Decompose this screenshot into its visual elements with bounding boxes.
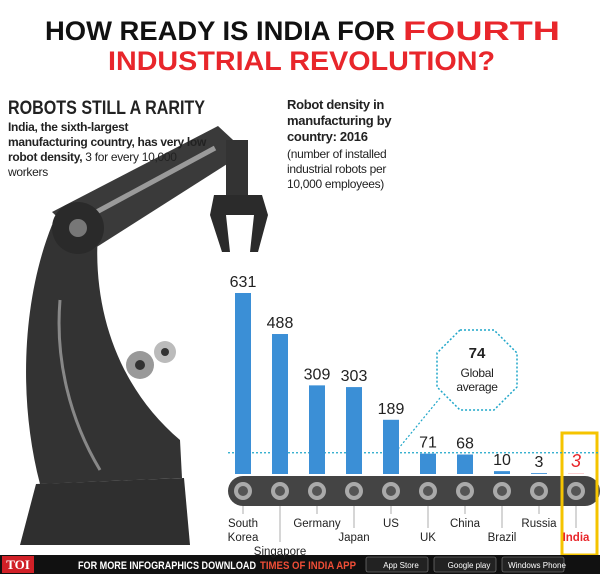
store-badge [433, 556, 497, 573]
title-black: HOW READY IS INDIA FOR [45, 16, 395, 46]
bar [309, 385, 325, 474]
roller-hub [386, 486, 396, 496]
value-label: 68 [456, 435, 474, 452]
roller-hub [349, 486, 359, 496]
sidebar-normal: 3 for every 10,000 workers [8, 150, 177, 179]
value-label: 3 [535, 454, 544, 471]
x-tick-label: Brazil [487, 532, 517, 544]
x-tick-label: US [383, 518, 399, 530]
footer-brand: TOI [6, 557, 30, 572]
roller-hub [534, 486, 544, 496]
x-tick-label: Singapore [253, 546, 307, 558]
value-label: 488 [267, 315, 294, 332]
bar [272, 334, 288, 474]
roller-hub [275, 486, 285, 496]
value-label: 3 [571, 451, 581, 471]
x-tick-label: South Korea [227, 518, 259, 544]
value-label: 631 [230, 274, 257, 291]
reference-badge [436, 329, 518, 411]
value-label: 10 [493, 452, 511, 469]
bar [235, 293, 251, 474]
roller-hub [238, 486, 248, 496]
x-tick-label: Japan [338, 532, 370, 544]
value-label: 189 [378, 401, 405, 418]
bar [531, 473, 547, 474]
value-label: 309 [304, 366, 331, 383]
bar [494, 471, 510, 474]
roller-hub [571, 486, 581, 496]
store-badge [501, 556, 565, 573]
chart-title: Robot density in manufacturing by countr… [287, 97, 392, 144]
x-tick-label: UK [420, 532, 436, 544]
sidebar-text: India, the sixth-largest manufacturing c… [8, 120, 208, 180]
roller-hub [460, 486, 470, 496]
sidebar-bold: India, the sixth-largest manufacturing c… [8, 120, 206, 164]
roller-hub [312, 486, 322, 496]
footer-app: TIMES OF INDIA APP [260, 560, 356, 572]
bar [420, 453, 436, 474]
reference-value: 74 [469, 345, 486, 362]
roller-hub [497, 486, 507, 496]
title-line2: INDUSTRIAL REVOLUTION? [108, 46, 495, 76]
title-red: FOURTH [403, 16, 560, 46]
x-tick-label: Germany [293, 518, 341, 530]
footer-logo [2, 556, 34, 573]
store-badge-label: Windows Phone [508, 561, 566, 570]
robot-arm [20, 126, 268, 545]
reference-label: Global average [456, 366, 498, 394]
bar [568, 473, 584, 474]
footer-text: FOR MORE INFOGRAPHICS DOWNLOAD [78, 560, 256, 572]
bar [346, 387, 362, 474]
value-label: 71 [419, 435, 437, 452]
x-tick-label: China [449, 518, 481, 530]
store-badge-label: App Store [383, 561, 419, 570]
store-badge [365, 556, 429, 573]
sidebar-heading: ROBOTS STILL A RARITY [8, 98, 205, 119]
chart-subtitle: (number of installed industrial robots p… [287, 147, 387, 191]
bar [383, 419, 399, 474]
store-badge-label: Google play [448, 561, 491, 570]
value-label: 303 [341, 368, 368, 385]
x-tick-label: Russia [521, 518, 557, 530]
bar [457, 454, 473, 474]
roller-hub [423, 486, 433, 496]
x-tick-label: India [562, 532, 590, 544]
